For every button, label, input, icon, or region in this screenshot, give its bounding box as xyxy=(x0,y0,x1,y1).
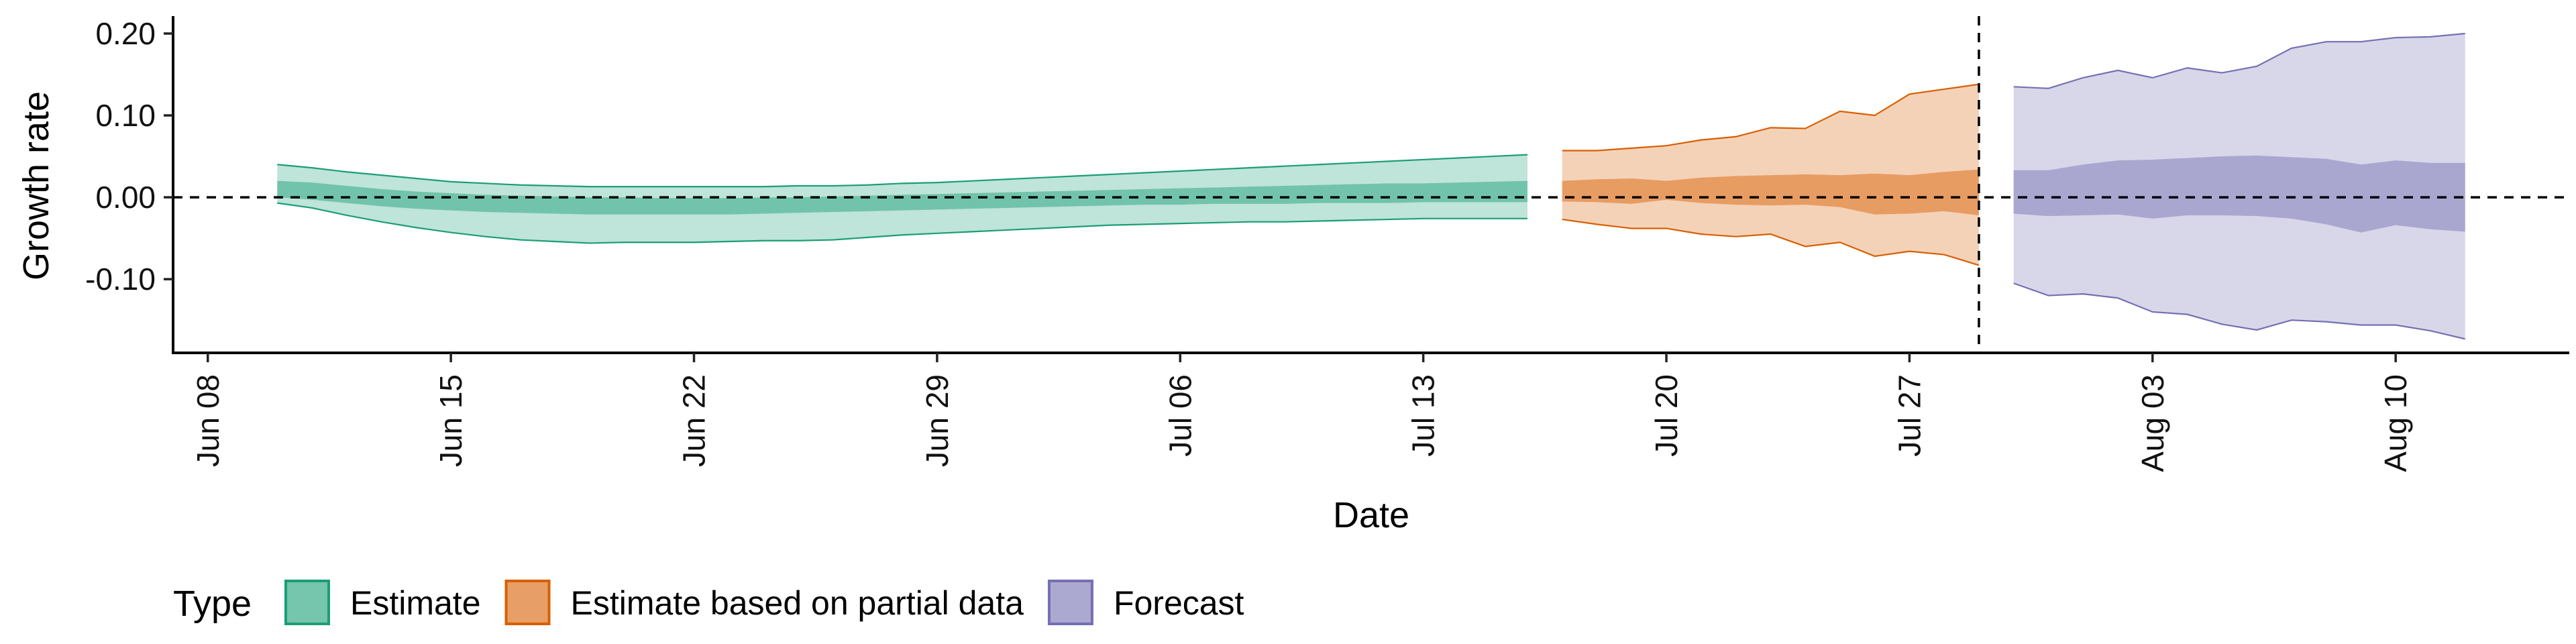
legend-items: Estimate Estimate based on partial data Fo… xyxy=(284,580,1244,625)
x-tick-label: Jul 20 xyxy=(1649,374,1684,457)
legend-swatch-estimate-based-on-partial-data xyxy=(504,580,551,625)
legend-item-estimate: Estimate xyxy=(284,580,481,625)
reference-lines xyxy=(173,16,2569,353)
estimate-based-on-partial-data-outer-band xyxy=(1562,84,1979,266)
y-axis-title: Growth rate xyxy=(16,91,56,280)
legend-label-estimate-based-on-partial-data: Estimate based on partial data xyxy=(571,584,1024,622)
x-tick-label: Jul 27 xyxy=(1892,374,1927,457)
y-tick-label: -0.10 xyxy=(85,262,156,297)
y-tick-label: 0.00 xyxy=(95,180,156,215)
x-tick-label: Jun 29 xyxy=(920,374,955,467)
legend-label-estimate: Estimate xyxy=(350,584,481,622)
x-tick-label: Jul 13 xyxy=(1406,374,1441,457)
x-tick-label: Aug 10 xyxy=(2378,374,2413,472)
forecast-outer-lower-edge xyxy=(2013,282,2465,340)
x-tick-label: Jul 06 xyxy=(1163,374,1197,457)
estimate-based-on-partial-data-outer-upper-edge xyxy=(1562,83,1980,152)
forecast-outer-upper-edge xyxy=(2013,32,2465,89)
estimate-outer-upper-edge xyxy=(277,154,1528,188)
forecast-inner-band xyxy=(2013,155,2465,233)
y-tick-label: 0.20 xyxy=(95,16,156,51)
x-tick-label: Jun 15 xyxy=(433,374,468,467)
legend-swatch-forecast xyxy=(1047,580,1093,625)
legend: Type Estimate Estimate based on partial d… xyxy=(173,580,1244,625)
legend-swatch-estimate xyxy=(284,580,330,625)
y-tick-label: 0.10 xyxy=(95,98,156,133)
band-layer xyxy=(277,32,2465,340)
legend-item-estimate-based-on-partial-data: Estimate based on partial data xyxy=(504,580,1024,625)
x-tick-label: Aug 03 xyxy=(2135,374,2170,472)
x-tick-label: Jun 22 xyxy=(677,374,712,467)
estimate-based-on-partial-data-inner-band xyxy=(1562,169,1979,215)
legend-title: Type xyxy=(173,584,252,624)
y-axis-ticks: 0.20 0.10 0.00 -0.10 xyxy=(85,16,173,297)
x-axis-ticks: Jun 08 Jun 15 Jun 22 Jun 29 Jul 06 Jul 13 Jul … xyxy=(191,353,2413,472)
legend-label-forecast: Forecast xyxy=(1114,584,1244,622)
estimate-based-on-partial-data-outer-lower-edge xyxy=(1562,218,1980,266)
x-axis-title: Date xyxy=(1333,495,1409,535)
estimate-outer-lower-edge xyxy=(277,202,1527,244)
x-tick-label: Jun 08 xyxy=(191,374,225,467)
axes xyxy=(172,16,2569,354)
legend-item-forecast: Forecast xyxy=(1047,580,1244,625)
